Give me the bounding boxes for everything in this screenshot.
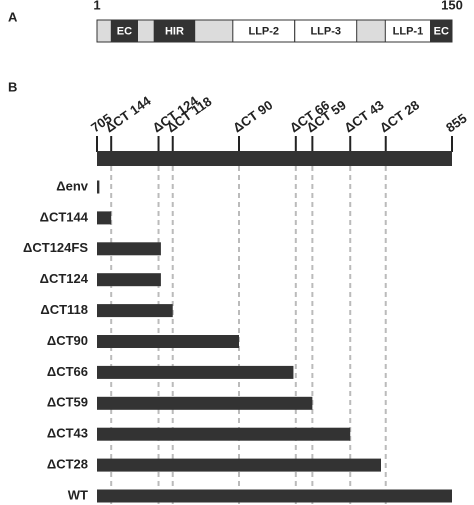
start-label: 1 (93, 0, 100, 12)
construct-label: ΔCT124FS (23, 240, 88, 255)
construct-label: Δenv (56, 178, 89, 193)
construct-bar (97, 242, 161, 256)
construct-label: ΔCT144 (40, 209, 89, 224)
construct-bar (97, 304, 173, 318)
construct-label: ΔCT66 (47, 364, 88, 379)
tick-label: 855 (443, 111, 469, 136)
domain-label: EC (434, 25, 449, 37)
tick-label: ΔCT 144 (102, 93, 154, 136)
construct-label: ΔCT59 (47, 395, 88, 410)
axis-bar (97, 151, 452, 166)
construct-label: ΔCT124 (40, 271, 89, 286)
construct-bar (97, 273, 161, 287)
domain-label: LLP-1 (393, 25, 424, 37)
construct-label: ΔCT43 (47, 426, 88, 441)
construct-label: ΔCT90 (47, 333, 88, 348)
domain-label: LLP-3 (310, 25, 341, 37)
domain-label: LLP-2 (248, 25, 279, 37)
domain-label: HIR (165, 25, 184, 37)
construct-label: ΔCT28 (47, 457, 88, 472)
domain-label: EC (117, 25, 132, 37)
construct-bar (97, 211, 112, 225)
construct-bar (97, 489, 452, 503)
construct-label: ΔCT118 (40, 302, 88, 317)
construct-bar (97, 396, 313, 410)
tick-label: ΔCT 43 (341, 97, 386, 135)
panel-b-label: B (8, 79, 17, 94)
construct-bar (97, 458, 381, 472)
construct-label: WT (68, 487, 88, 502)
construct-bar (97, 335, 239, 348)
domain (430, 19, 453, 43)
end-label: 150 (441, 0, 463, 12)
domain (110, 19, 139, 43)
tick-label: ΔCT 28 (377, 97, 422, 135)
domain (294, 19, 358, 43)
panel-a-label: A (8, 9, 18, 24)
construct-bar (97, 180, 100, 194)
construct-bar (97, 427, 351, 441)
domain (153, 19, 196, 43)
tick-label: ΔCT 90 (230, 97, 275, 135)
construct-bar (97, 365, 294, 379)
